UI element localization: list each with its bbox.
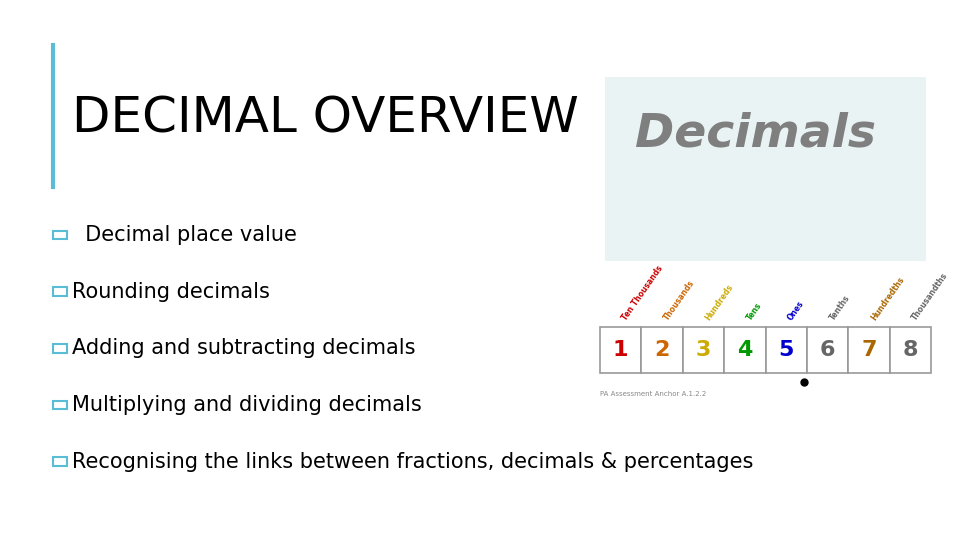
Text: Tens: Tens [745,301,763,322]
Bar [53,344,66,353]
Text: PA Assessment Anchor A.1.2.2: PA Assessment Anchor A.1.2.2 [600,392,707,397]
Bar [53,401,66,409]
Text: Thousands: Thousands [662,279,696,322]
Bar [605,77,926,261]
Text: Thousandths: Thousandths [910,271,950,322]
Text: DECIMAL OVERVIEW: DECIMAL OVERVIEW [72,95,579,143]
Bar [641,327,683,373]
Text: Multiplying and dividing decimals: Multiplying and dividing decimals [72,395,421,415]
Text: 2: 2 [655,340,670,360]
Bar [849,327,890,373]
Text: Decimals: Decimals [635,111,876,156]
Bar [53,457,66,466]
Bar [807,327,849,373]
Text: Ones: Ones [786,299,806,322]
Text: Hundreds: Hundreds [704,283,735,322]
Text: 4: 4 [737,340,753,360]
Text: 7: 7 [861,340,876,360]
Text: Adding and subtracting decimals: Adding and subtracting decimals [72,338,416,359]
Text: 1: 1 [612,340,629,360]
Bar [890,327,931,373]
Text: Ten Thousands: Ten Thousands [621,264,665,322]
Text: Decimals: Decimals [635,111,876,156]
Text: Recognising the links between fractions, decimals & percentages: Recognising the links between fractions,… [72,451,754,472]
Bar [600,327,641,373]
Bar [53,287,66,296]
Text: Tenths: Tenths [828,294,852,322]
Bar [766,327,807,373]
Text: 6: 6 [820,340,835,360]
Text: Hundredths: Hundredths [869,275,906,322]
Text: Rounding decimals: Rounding decimals [72,281,270,302]
Bar [683,327,724,373]
Bar [595,43,936,378]
Text: 8: 8 [902,340,919,360]
Bar [724,327,766,373]
Text: 3: 3 [696,340,711,360]
Bar [53,231,66,239]
Text: Decimal place value: Decimal place value [72,225,297,245]
Text: 5: 5 [779,340,794,360]
